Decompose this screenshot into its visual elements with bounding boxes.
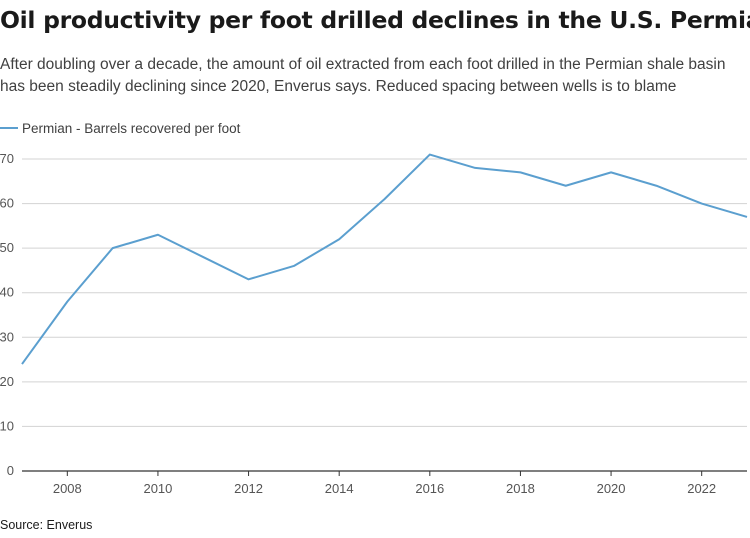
x-tick-label: 2018 — [506, 481, 535, 496]
y-tick-label: 30 — [0, 329, 14, 344]
y-tick-label: 70 — [0, 151, 14, 166]
gridlines — [22, 158, 747, 472]
y-tick-label: 60 — [0, 196, 14, 211]
x-axis-ticks: 2008 2010 2012 2014 2016 2018 2020 2022 — [53, 471, 716, 496]
x-tick-label: 2022 — [687, 481, 716, 496]
y-tick-label: 20 — [0, 374, 14, 389]
y-axis-ticks: 0 10 20 30 40 50 60 70 — [0, 151, 14, 478]
y-tick-label: 50 — [0, 240, 14, 255]
x-tick-label: 2008 — [53, 481, 82, 496]
legend: Permian - Barrels recovered per foot — [0, 119, 240, 137]
y-tick-label: 0 — [7, 463, 14, 478]
chart-title: Oil productivity per foot drilled declin… — [0, 6, 750, 34]
x-tick-label: 2020 — [597, 481, 626, 496]
x-tick-label: 2010 — [143, 481, 172, 496]
chart-subtitle: After doubling over a decade, the amount… — [0, 56, 726, 95]
series-lines — [21, 153, 748, 365]
legend-swatch — [0, 127, 18, 129]
line-chart: 0 10 20 30 40 50 60 70 2008 2010 2012 2014 2016 2018… — [0, 151, 748, 496]
legend-label: Permian - Barrels recovered per foot — [22, 120, 241, 136]
source-note: Source: Enverus — [0, 518, 93, 532]
x-tick-label: 2014 — [325, 481, 354, 496]
y-tick-label: 40 — [0, 285, 14, 300]
series-line-permian — [21, 153, 748, 365]
x-tick-label: 2016 — [415, 481, 444, 496]
y-tick-label: 10 — [0, 418, 14, 433]
x-tick-label: 2012 — [234, 481, 263, 496]
